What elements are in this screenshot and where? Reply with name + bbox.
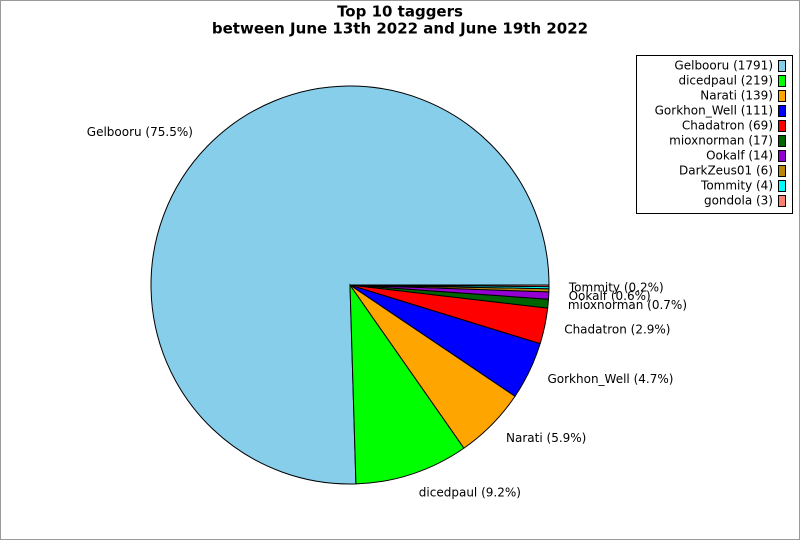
chart-title: Top 10 taggers	[337, 3, 463, 21]
legend-swatch	[778, 195, 786, 207]
legend-label: Gorkhon_Well (111)	[655, 104, 773, 118]
pie-slice	[349, 284, 550, 288]
legend-swatch	[778, 75, 786, 87]
legend-label: Ookalf (14)	[706, 149, 773, 163]
legend-swatch	[778, 120, 786, 132]
legend-label: DarkZeus01 (6)	[679, 164, 773, 178]
chart-subtitle: between June 13th 2022 and June 19th 202…	[212, 20, 588, 38]
legend-label: Chadatron (69)	[682, 119, 773, 133]
legend-label: Tommity (4)	[700, 179, 773, 193]
legend-swatch	[778, 105, 786, 117]
pie-slice	[349, 283, 465, 485]
slice-label: Gelbooru (75.5%)	[87, 125, 193, 139]
slice-label: Gorkhon_Well (4.7%)	[547, 372, 673, 386]
legend-swatch	[778, 90, 786, 102]
slice-label: Chadatron (2.9%)	[564, 323, 670, 337]
slice-label: dicedpaul (9.2%)	[419, 485, 521, 499]
legend-box	[636, 55, 793, 214]
slice-label: Narati (5.9%)	[506, 431, 586, 445]
legend-swatch	[778, 165, 786, 177]
slice-label: Ookalf (0.6%)	[569, 289, 651, 303]
legend-swatch	[778, 180, 786, 192]
legend-swatch	[778, 150, 786, 162]
legend-label: dicedpaul (219)	[678, 74, 773, 88]
legend-swatch	[778, 60, 786, 72]
legend-label: mioxnorman (17)	[669, 134, 773, 148]
legend-label: gondola (3)	[704, 194, 773, 208]
legend-label: Gelbooru (1791)	[674, 59, 773, 73]
legend-label: Narati (139)	[700, 89, 773, 103]
slice-label: mioxnorman (0.7%)	[568, 298, 687, 312]
legend-swatch	[778, 135, 786, 147]
slice-label: Tommity (0.2%)	[568, 280, 664, 294]
